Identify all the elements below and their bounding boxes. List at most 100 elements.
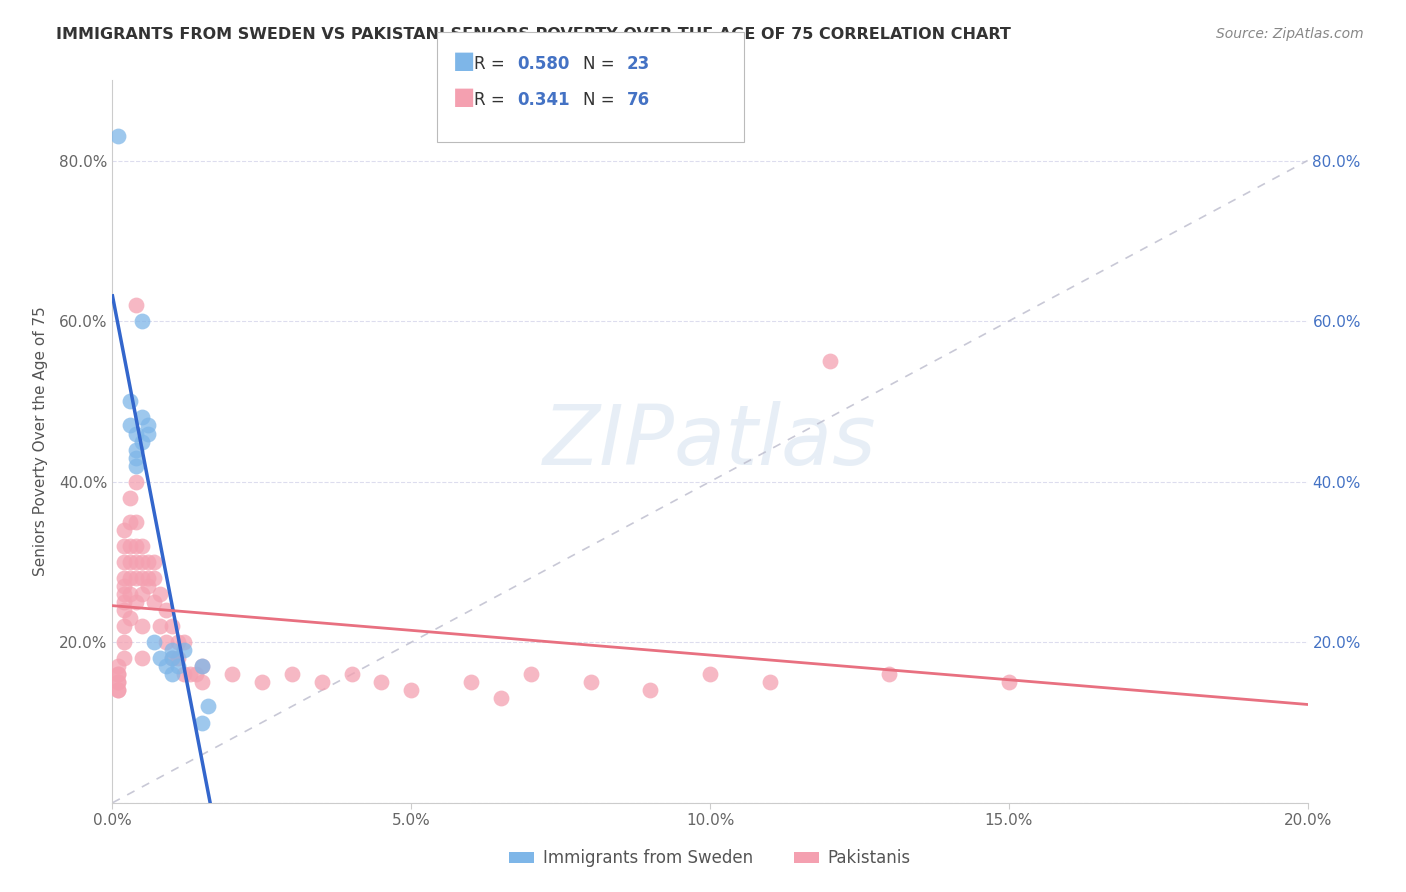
Y-axis label: Seniors Poverty Over the Age of 75: Seniors Poverty Over the Age of 75 bbox=[32, 307, 48, 576]
Point bbox=[401, 683, 423, 698]
Point bbox=[155, 635, 177, 649]
Point bbox=[311, 675, 333, 690]
Point bbox=[114, 539, 135, 553]
Point bbox=[460, 675, 482, 690]
Point bbox=[125, 539, 148, 553]
Point bbox=[162, 651, 183, 665]
Point bbox=[162, 651, 183, 665]
Point bbox=[107, 683, 129, 698]
Point bbox=[149, 651, 172, 665]
Point bbox=[370, 675, 392, 690]
Point bbox=[125, 595, 148, 609]
Point bbox=[131, 619, 153, 633]
Text: N =: N = bbox=[583, 91, 620, 109]
Point bbox=[125, 555, 148, 569]
Point bbox=[155, 659, 177, 673]
Point bbox=[131, 587, 153, 601]
Point bbox=[114, 619, 135, 633]
Point bbox=[107, 675, 129, 690]
Point bbox=[120, 587, 142, 601]
Text: Source: ZipAtlas.com: Source: ZipAtlas.com bbox=[1216, 27, 1364, 41]
Text: R =: R = bbox=[474, 91, 510, 109]
Point bbox=[131, 571, 153, 585]
Point bbox=[125, 450, 148, 465]
Point bbox=[162, 667, 183, 681]
Text: R =: R = bbox=[474, 55, 510, 73]
Point bbox=[131, 314, 153, 328]
Point bbox=[191, 675, 214, 690]
Point bbox=[143, 595, 166, 609]
Point bbox=[162, 619, 183, 633]
Text: 0.341: 0.341 bbox=[517, 91, 569, 109]
Point bbox=[173, 643, 195, 657]
Text: 76: 76 bbox=[627, 91, 650, 109]
Point bbox=[138, 579, 160, 593]
Point bbox=[125, 515, 148, 529]
Point bbox=[143, 571, 166, 585]
Point bbox=[162, 643, 183, 657]
Point bbox=[120, 555, 142, 569]
Point bbox=[125, 426, 148, 441]
Point bbox=[114, 603, 135, 617]
Point bbox=[114, 523, 135, 537]
Point bbox=[191, 659, 214, 673]
Point bbox=[120, 491, 142, 505]
Point bbox=[125, 571, 148, 585]
Point bbox=[114, 555, 135, 569]
Point bbox=[179, 667, 201, 681]
Point bbox=[191, 715, 214, 730]
Point bbox=[167, 659, 190, 673]
Point bbox=[125, 298, 148, 312]
Point bbox=[120, 394, 142, 409]
Point bbox=[120, 611, 142, 625]
Text: 23: 23 bbox=[627, 55, 651, 73]
Point bbox=[173, 635, 195, 649]
Point bbox=[120, 539, 142, 553]
Point bbox=[879, 667, 901, 681]
Point bbox=[138, 418, 160, 433]
Point bbox=[114, 635, 135, 649]
Point bbox=[221, 667, 243, 681]
Text: ■: ■ bbox=[453, 85, 475, 109]
Point bbox=[131, 410, 153, 425]
Point bbox=[167, 635, 190, 649]
Point bbox=[114, 571, 135, 585]
Point bbox=[114, 587, 135, 601]
Point bbox=[131, 539, 153, 553]
Point bbox=[107, 683, 129, 698]
Point bbox=[125, 442, 148, 457]
Point bbox=[818, 354, 841, 368]
Point bbox=[107, 659, 129, 673]
Point bbox=[120, 418, 142, 433]
Point bbox=[191, 659, 214, 673]
Point bbox=[120, 571, 142, 585]
Point bbox=[131, 555, 153, 569]
Point bbox=[640, 683, 662, 698]
Point bbox=[114, 579, 135, 593]
Point bbox=[281, 667, 304, 681]
Text: ZIPatlas: ZIPatlas bbox=[543, 401, 877, 482]
Point bbox=[759, 675, 782, 690]
Point bbox=[173, 667, 195, 681]
Point bbox=[167, 651, 190, 665]
Point bbox=[114, 651, 135, 665]
Point bbox=[125, 458, 148, 473]
Point bbox=[699, 667, 721, 681]
Text: ■: ■ bbox=[453, 49, 475, 73]
Point bbox=[114, 595, 135, 609]
Text: IMMIGRANTS FROM SWEDEN VS PAKISTANI SENIORS POVERTY OVER THE AGE OF 75 CORRELATI: IMMIGRANTS FROM SWEDEN VS PAKISTANI SENI… bbox=[56, 27, 1011, 42]
Point bbox=[143, 635, 166, 649]
Point bbox=[125, 475, 148, 489]
Point bbox=[149, 619, 172, 633]
Point bbox=[520, 667, 543, 681]
Point bbox=[489, 691, 512, 706]
Point bbox=[107, 675, 129, 690]
Point bbox=[340, 667, 363, 681]
Point bbox=[107, 667, 129, 681]
Point bbox=[131, 651, 153, 665]
Point bbox=[186, 667, 208, 681]
Point bbox=[107, 667, 129, 681]
Point bbox=[155, 603, 177, 617]
Point bbox=[107, 129, 129, 144]
Point bbox=[250, 675, 273, 690]
